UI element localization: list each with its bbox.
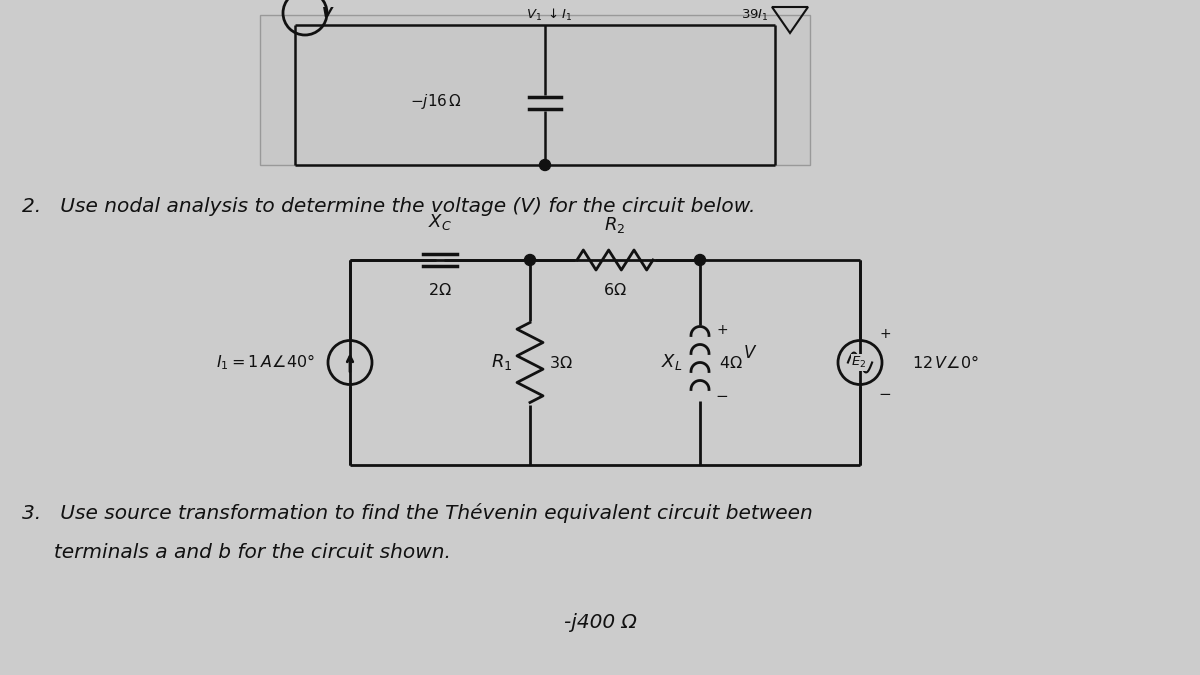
- Text: $+$: $+$: [716, 323, 728, 338]
- Text: $\downarrow I_1$: $\downarrow I_1$: [545, 7, 572, 23]
- FancyBboxPatch shape: [260, 15, 810, 165]
- Text: V: V: [322, 6, 332, 20]
- Text: $V$: $V$: [743, 344, 757, 362]
- Text: 3.   Use source transformation to find the Thévenin equivalent circuit between: 3. Use source transformation to find the…: [22, 503, 812, 523]
- Text: $R_1$: $R_1$: [491, 352, 512, 373]
- Text: $R_2$: $R_2$: [605, 215, 625, 235]
- Text: $-$: $-$: [715, 387, 728, 402]
- Circle shape: [540, 159, 551, 171]
- Text: 2.   Use nodal analysis to determine the voltage (V) for the circuit below.: 2. Use nodal analysis to determine the v…: [22, 198, 755, 217]
- Text: $I_1 = 1\,A\angle 40°$: $I_1 = 1\,A\angle 40°$: [216, 352, 314, 373]
- Circle shape: [524, 254, 535, 265]
- Text: $-j16\,\Omega$: $-j16\,\Omega$: [410, 92, 462, 111]
- Text: -j400 Ω: -j400 Ω: [564, 614, 636, 632]
- Text: $6\Omega$: $6\Omega$: [604, 282, 626, 298]
- Text: $12\,V\angle 0°$: $12\,V\angle 0°$: [912, 354, 979, 371]
- Text: $V_1$: $V_1$: [526, 7, 542, 22]
- Text: $X_L$: $X_L$: [661, 352, 682, 373]
- Circle shape: [695, 254, 706, 265]
- Text: terminals a and b for the circuit shown.: terminals a and b for the circuit shown.: [22, 543, 451, 562]
- Text: $-$: $-$: [878, 385, 892, 400]
- Text: $4\Omega$: $4\Omega$: [719, 354, 743, 371]
- Text: $E_2$: $E_2$: [851, 355, 866, 370]
- Text: $39I_1$: $39I_1$: [742, 7, 769, 22]
- Text: $2\Omega$: $2\Omega$: [428, 282, 452, 298]
- Text: $3\Omega$: $3\Omega$: [550, 354, 572, 371]
- Text: $X_C$: $X_C$: [428, 212, 452, 232]
- Text: $+$: $+$: [878, 327, 892, 342]
